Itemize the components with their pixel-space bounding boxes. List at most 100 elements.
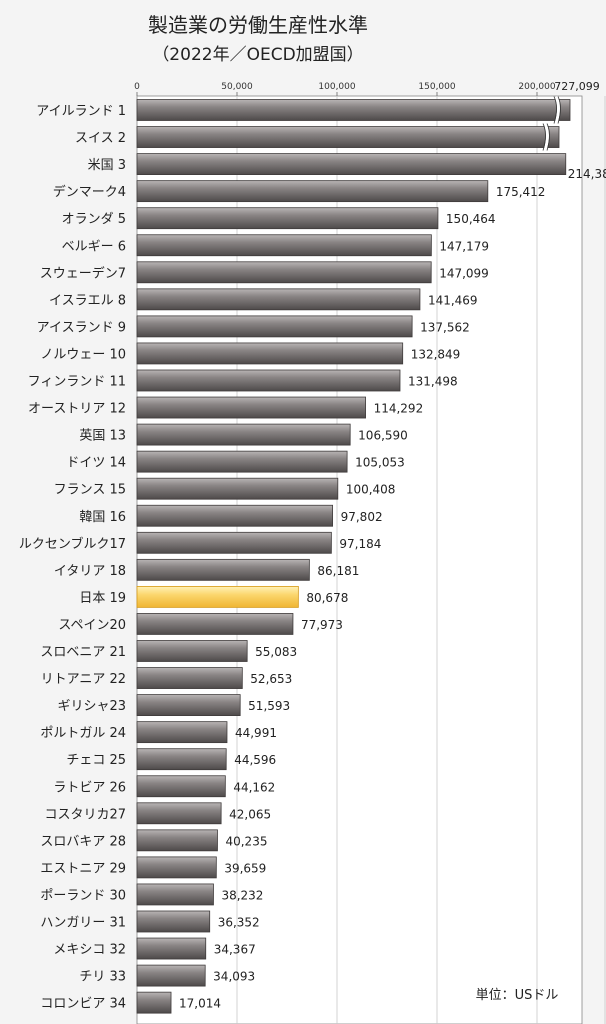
bar (136, 234, 432, 257)
value-label: 34,093 (213, 970, 255, 984)
category-label: スペイン20 (58, 618, 126, 633)
value-label: 175,412 (496, 185, 546, 199)
category-label: アイスランド 9 (37, 320, 126, 335)
bar (136, 180, 489, 203)
category-label: ハンガリー 31 (40, 916, 126, 931)
bar (136, 153, 567, 176)
bar (136, 342, 404, 365)
bar (136, 748, 227, 771)
axis-break-mark (546, 123, 550, 151)
bar (136, 504, 334, 527)
value-label: 147,099 (439, 266, 489, 280)
bar (136, 288, 421, 311)
axis-break-mark (542, 123, 546, 151)
value-label: 40,235 (225, 834, 267, 848)
bar (136, 937, 207, 960)
category-label: イタリア 18 (54, 564, 126, 579)
bar (136, 423, 351, 446)
unit-note: 単位：USドル (476, 987, 559, 1003)
bar (136, 802, 222, 825)
category-label: コスタリカ27 (44, 807, 126, 822)
category-label: デンマーク4 (53, 184, 126, 200)
value-label: 137,562 (420, 320, 470, 334)
value-label: 114,292 (374, 402, 424, 416)
value-label: 105,053 (355, 456, 405, 470)
bar (136, 964, 206, 987)
value-label: 141,469 (428, 293, 478, 307)
category-label: スウェーデン7 (40, 265, 126, 281)
category-label: オーストリア 12 (28, 402, 126, 417)
bar (136, 829, 218, 852)
category-label: 英国 13 (79, 429, 126, 444)
x-tick-label: 100,000 (318, 82, 355, 92)
value-label: 34,367 (214, 943, 256, 957)
bar (136, 613, 294, 635)
bar (136, 694, 241, 716)
category-label: ラトビア 26 (53, 780, 126, 795)
value-label: 44,991 (235, 726, 277, 740)
x-tick-label: 0 (134, 82, 140, 92)
category-label: エストニア 29 (40, 861, 126, 876)
value-label: 38,232 (221, 888, 263, 902)
value-label: 17,014 (179, 997, 221, 1011)
bar (136, 991, 172, 1014)
bar (136, 126, 560, 148)
category-label: ベルギー 6 (62, 239, 126, 254)
bar (136, 775, 226, 798)
category-label: コロンビア 34 (40, 997, 126, 1012)
value-label: 55,083 (255, 645, 297, 659)
axis-break-mark (553, 96, 557, 124)
category-label: スロベニア 21 (40, 645, 126, 660)
bar (136, 558, 310, 581)
category-label: スロバキア 28 (40, 834, 126, 849)
value-label: 97,802 (341, 510, 383, 524)
axis-break-mark (543, 122, 549, 151)
value-label: 100,408 (346, 483, 396, 497)
bar (136, 910, 211, 933)
bar (136, 640, 248, 662)
value-label: 44,596 (234, 753, 276, 767)
bar (136, 261, 432, 284)
category-label: チリ 33 (79, 970, 126, 985)
x-tick-label: 200,000 (518, 82, 555, 92)
bar (136, 450, 348, 473)
category-labels: アイルランド 1 スイス 2 米国 3 デンマーク4 オランダ 5 ベルギー 6 スウェーデ… (19, 104, 126, 1012)
value-label: 80,678 (306, 591, 348, 605)
value-label: 44,162 (233, 780, 275, 794)
value-label: 97,184 (339, 537, 381, 551)
category-label: ノルウェー 10 (40, 347, 126, 362)
bar (136, 856, 217, 879)
bar (136, 315, 413, 338)
category-label: チェコ 25 (66, 753, 126, 768)
value-label: 36,352 (218, 916, 260, 930)
bar (136, 477, 339, 500)
bar (136, 721, 228, 744)
category-label: イスラエル 8 (49, 293, 126, 308)
category-label: 韓国 16 (79, 510, 126, 525)
category-label: ルクセンブルク17 (19, 536, 126, 552)
bar (136, 667, 243, 689)
category-label: ポーランド 30 (40, 888, 126, 903)
bar (136, 396, 366, 419)
category-label: ポルトガル 24 (40, 726, 126, 741)
value-label: 77,973 (301, 618, 343, 632)
value-label: 51,593 (248, 699, 290, 713)
x-tick-label: 50,000 (221, 82, 253, 92)
value-label: 132,849 (411, 347, 461, 361)
category-label: アイルランド 1 (36, 104, 126, 119)
category-label: フィンランド 11 (28, 375, 126, 390)
x-axis-ticks: 0 50,000 100,000 150,000 200,000 (134, 82, 556, 96)
x-tick-label: 150,000 (418, 82, 455, 92)
bar (136, 531, 332, 554)
chart-title: 製造業の労働生産性水準 (148, 13, 368, 37)
category-label: フランス 15 (54, 483, 126, 498)
value-label: 214,382 (568, 167, 606, 181)
axis-break-value-label: 727,099 (554, 80, 600, 93)
category-label: オランダ 5 (62, 212, 126, 227)
value-label: 42,065 (229, 807, 271, 821)
bar (136, 207, 439, 230)
bar (136, 883, 214, 906)
